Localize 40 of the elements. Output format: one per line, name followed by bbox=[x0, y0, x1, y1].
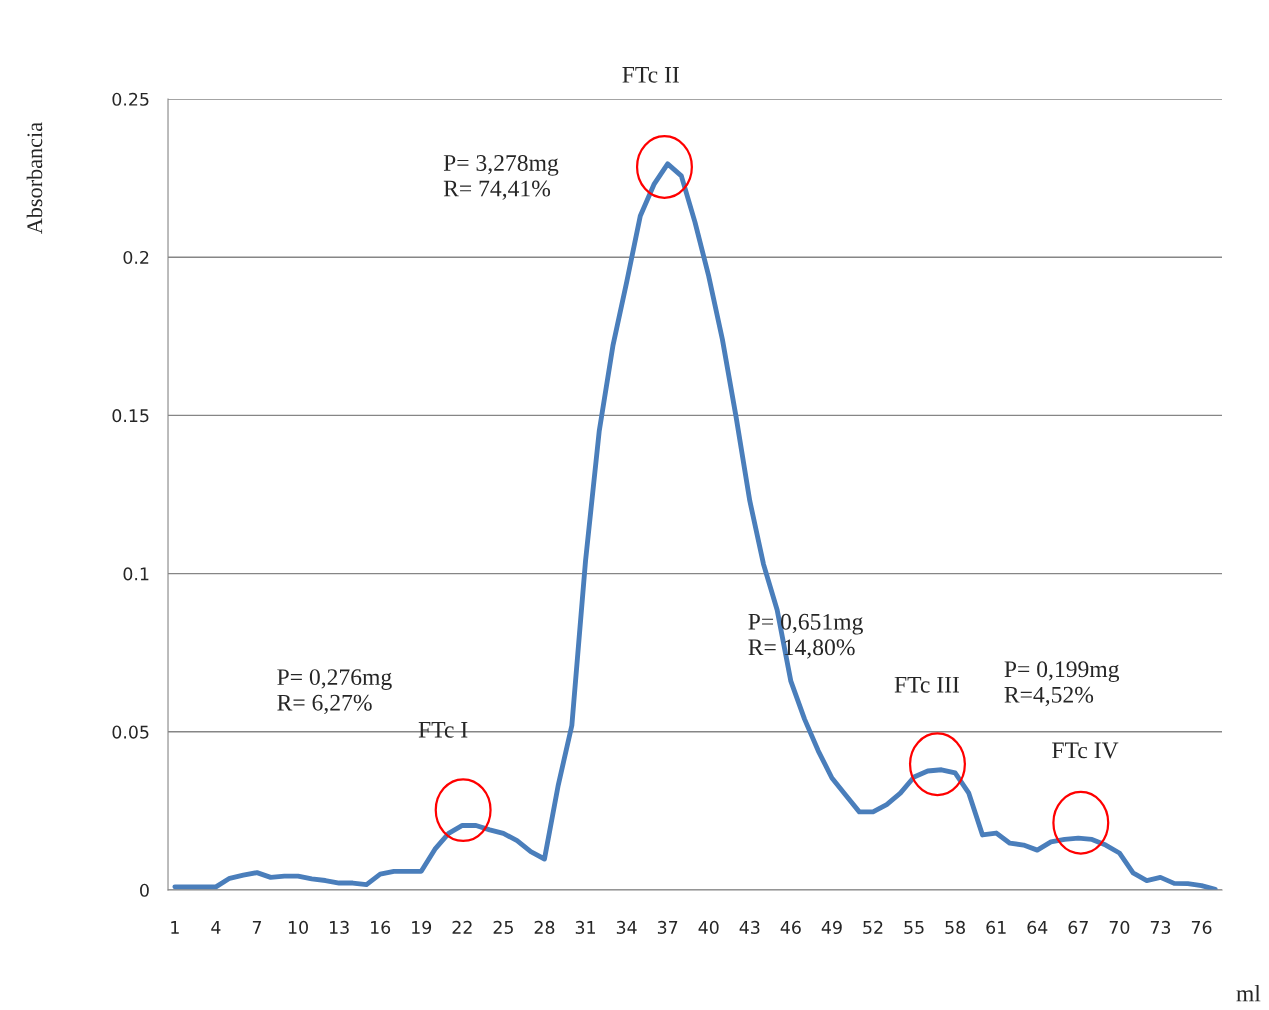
x-tick-label: 28 bbox=[534, 920, 555, 935]
x-tick-label: 55 bbox=[904, 921, 924, 935]
x-tick-label: 49 bbox=[821, 920, 842, 935]
x-tick-label: 25 bbox=[493, 920, 513, 935]
x-tick-label: 70 bbox=[1109, 920, 1130, 935]
x-tick-label: 76 bbox=[1191, 920, 1212, 935]
x-tick-label: 22 bbox=[452, 920, 472, 934]
x-tick-label: 61 bbox=[986, 920, 1006, 935]
annotation: P= 3,278mg R= 74,41% bbox=[443, 154, 559, 200]
x-tick-label: 31 bbox=[575, 920, 595, 935]
x-tick-label: 4 bbox=[211, 921, 221, 934]
text: FTc II bbox=[622, 67, 679, 83]
x-tick-label: 52 bbox=[863, 920, 883, 935]
x-tick-label: 46 bbox=[780, 920, 801, 935]
y-tick-label: 0.2 bbox=[123, 250, 149, 265]
y-tick-label: 0.15 bbox=[112, 409, 149, 423]
x-tick-label: 19 bbox=[412, 920, 432, 935]
annotation: P= 0,199mg R=4,52% bbox=[1004, 661, 1120, 707]
y-tick-label: 0.05 bbox=[112, 725, 149, 739]
x-tick-label: 16 bbox=[371, 920, 391, 935]
x-tick-label: 58 bbox=[945, 920, 965, 935]
x-tick-label: 67 bbox=[1068, 920, 1088, 935]
x-tick-label: 43 bbox=[739, 920, 760, 935]
x-tick-label: 1 bbox=[171, 921, 179, 934]
x-tick-label: 64 bbox=[1027, 920, 1048, 935]
x-tick-label: 73 bbox=[1150, 920, 1171, 935]
x-tick-label: 37 bbox=[657, 920, 678, 935]
annotation: FTc IV bbox=[1052, 742, 1119, 759]
y-tick-label: 0 bbox=[140, 883, 149, 897]
annotation: FTc III bbox=[894, 676, 960, 693]
x-axis-title: ml bbox=[1236, 984, 1261, 1002]
y-tick-label: 0.1 bbox=[123, 567, 149, 581]
x-tick-label: 10 bbox=[288, 920, 308, 935]
y-tick-label: 0.25 bbox=[112, 92, 149, 106]
x-tick-label: 7 bbox=[252, 921, 262, 934]
annotation: P= 0,276mg R= 6,27% bbox=[277, 669, 392, 715]
x-tick-label: 40 bbox=[698, 920, 719, 935]
y-axis-title: Absorbancia bbox=[26, 122, 43, 235]
x-tick-label: 34 bbox=[616, 920, 637, 935]
x-tick-label: 13 bbox=[329, 920, 349, 935]
